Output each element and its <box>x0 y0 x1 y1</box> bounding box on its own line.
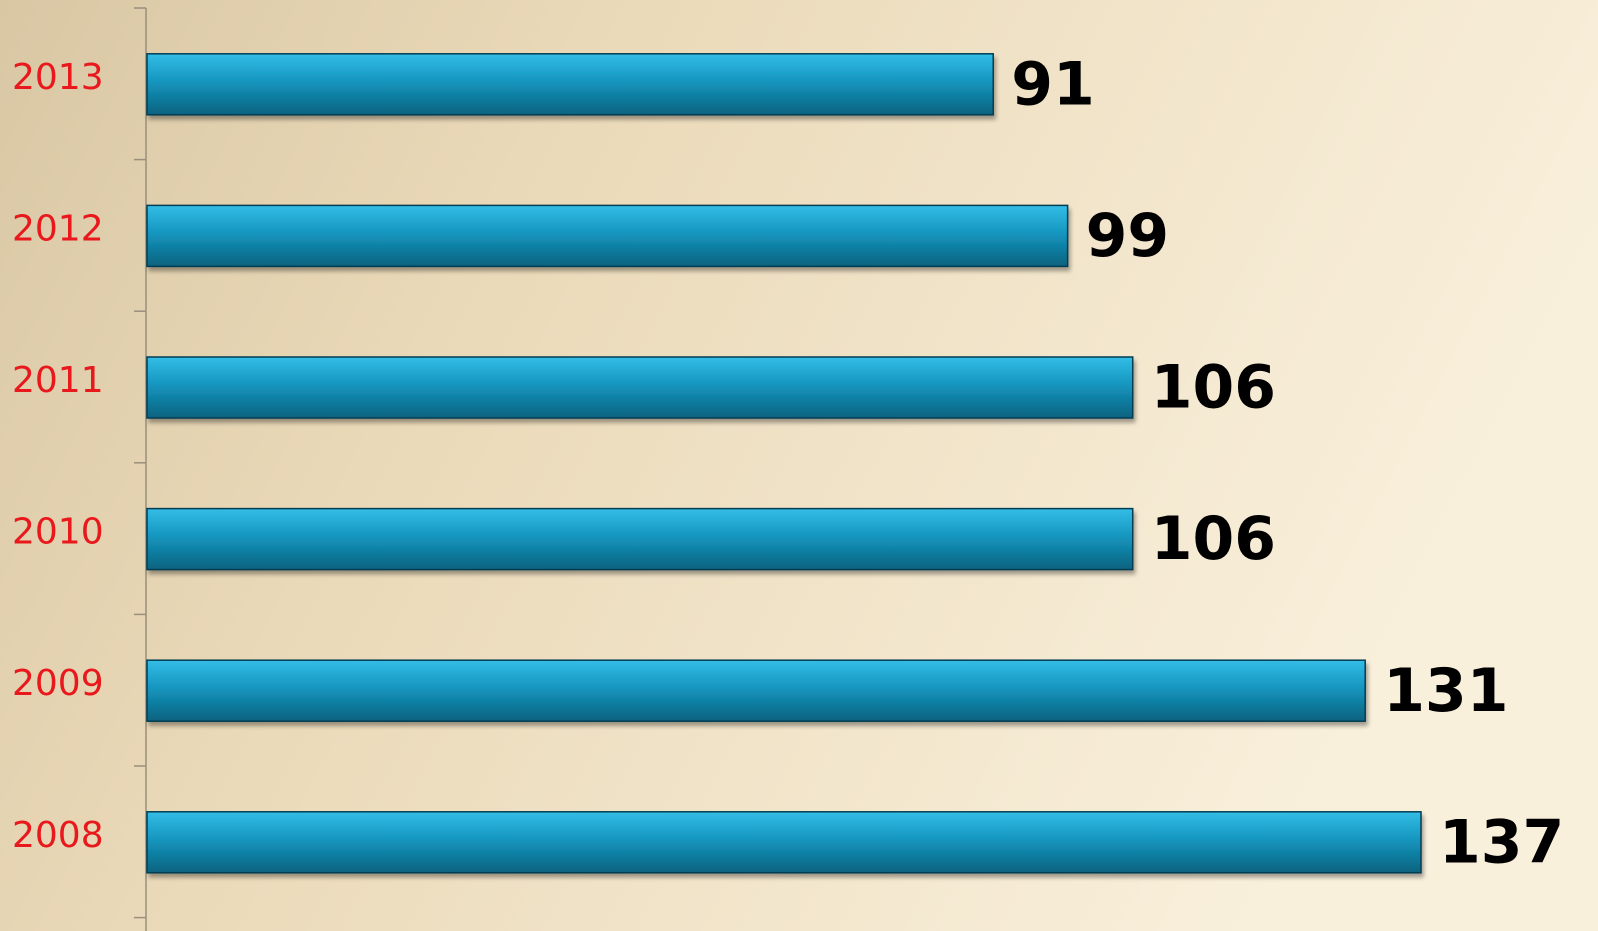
bar <box>146 204 1069 268</box>
value-label: 91 <box>1011 49 1095 119</box>
bar <box>146 659 1366 722</box>
y-tick-label: 2013 <box>12 57 104 98</box>
y-tick-label: 2010 <box>12 512 104 553</box>
bar <box>146 507 1134 571</box>
plot-area: 2013 91 2012 99 2011 106 2010 106 2009 131 2008 137 <box>12 7 1564 931</box>
y-tick-label: 2011 <box>12 360 104 401</box>
y-tick-label: 2012 <box>12 208 104 249</box>
value-label: 99 <box>1086 201 1170 271</box>
value-label: 106 <box>1151 504 1276 574</box>
y-tick-label: 2009 <box>12 663 104 704</box>
y-tick-label: 2008 <box>12 815 104 856</box>
bar <box>146 811 1422 874</box>
bar <box>146 356 1134 419</box>
value-label: 106 <box>1151 353 1276 423</box>
value-label: 131 <box>1383 656 1508 726</box>
value-label: 137 <box>1439 807 1564 877</box>
bar <box>146 53 994 116</box>
